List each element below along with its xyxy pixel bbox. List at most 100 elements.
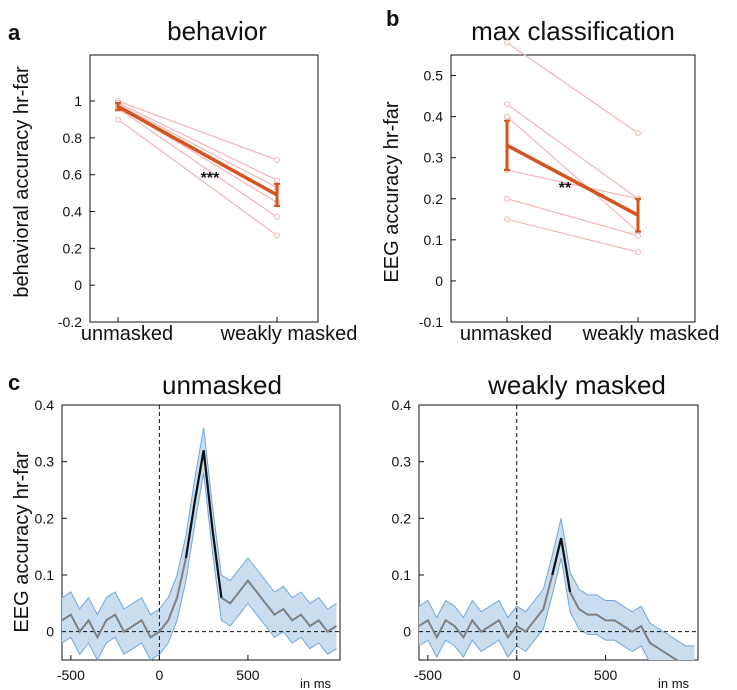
y-tick-label: 1 [74, 93, 82, 109]
plot-frame [418, 404, 699, 661]
subject-point [635, 249, 641, 256]
y-tick-label: -0.1 [419, 314, 443, 330]
subject-point [504, 113, 510, 120]
y-tick-label: 0.1 [424, 232, 444, 248]
mean-segment [117, 105, 278, 197]
subject-point [274, 214, 280, 221]
y-tick-label: 0.2 [35, 510, 55, 526]
subject-point [504, 101, 510, 108]
subject-segment [506, 218, 639, 253]
panel-c-weakly-masked-x-ticks: -500 0 500 [414, 655, 618, 683]
panel-a-behavior: a behavior behavioral accuracy hr-far -0… [8, 16, 357, 345]
subject-segment [506, 42, 639, 134]
subject-line [115, 99, 280, 184]
y-tick-label: 0.4 [424, 109, 444, 125]
panel-a-significance-label: *** [201, 170, 220, 187]
subject-line [115, 98, 280, 163]
clipped-plot [419, 405, 698, 660]
panel-c-unmasked-x-ticks: -500 0 500 [57, 655, 260, 683]
subject-point [504, 216, 510, 223]
x-tick-label: 500 [594, 667, 618, 683]
confidence-band [62, 427, 337, 660]
confidence-upper [62, 427, 337, 616]
panel-a-category-weakly-masked: weakly masked [220, 323, 358, 345]
x-tick-label: 500 [236, 667, 260, 683]
panel-a-category-unmasked: unmasked [81, 323, 173, 345]
panel-letter-b: b [386, 6, 399, 31]
panel-a-y-axis-label: behavioral accuracy hr-far [11, 66, 33, 298]
mean-segment [506, 143, 639, 217]
panel-b-category-unmasked: unmasked [460, 323, 552, 345]
y-tick-label: 0.2 [424, 191, 444, 207]
subject-line [115, 105, 280, 221]
subject-segment [117, 104, 278, 189]
panel-b-title: max classification [471, 16, 675, 46]
subject-point [115, 116, 121, 123]
significant-timecourse [184, 450, 223, 598]
subject-segment [117, 118, 278, 236]
x-tick-label: -500 [57, 667, 85, 683]
y-tick-label: -0.2 [58, 314, 82, 330]
y-tick-label: 0.1 [35, 567, 55, 583]
y-tick-label: 0.3 [35, 454, 55, 470]
subject-line [504, 195, 641, 239]
panel-b-y-ticks: -0.1 0 0.1 0.2 0.3 0.4 0.5 [419, 54, 696, 330]
subject-line [504, 39, 641, 137]
y-tick-label: 0 [403, 624, 411, 640]
y-tick-label: 0.3 [392, 454, 412, 470]
panel-a-y-ticks: -0.2 0 0.2 0.4 0.6 0.8 1 [58, 54, 319, 330]
x-tick-label: 0 [513, 667, 521, 683]
subject-line [115, 116, 280, 239]
y-tick-label: 0.4 [392, 397, 412, 413]
subject-point [274, 156, 280, 163]
panel-c-unmasked-y-ticks: 0 0.1 0.2 0.3 0.4 [35, 397, 341, 661]
panel-a-title: behavior [167, 16, 267, 46]
subject-segment [506, 169, 639, 200]
confidence-band [419, 518, 695, 660]
y-tick-label: 0 [74, 277, 82, 293]
clipped-plot [62, 405, 340, 660]
x-tick-label: 0 [155, 667, 163, 683]
y-tick-label: 0 [46, 624, 54, 640]
panel-c-unmasked-plot [62, 405, 340, 660]
subject-line [504, 167, 641, 202]
panel-c-unmasked-unit-label: in ms [300, 676, 332, 690]
y-tick-label: 0.8 [63, 130, 83, 146]
panel-a-mean-line [115, 101, 280, 207]
confidence-upper [419, 518, 695, 647]
y-tick-label: 0.6 [63, 167, 83, 183]
subject-segment [117, 102, 278, 181]
subject-point [635, 232, 641, 239]
panel-b-mean-line [504, 119, 641, 233]
subject-segment [117, 107, 278, 218]
plot-frame [61, 404, 341, 661]
subject-segment [117, 100, 278, 161]
x-tick-label: -500 [414, 667, 442, 683]
y-tick-label: 0.2 [63, 240, 83, 256]
y-tick-label: 0.2 [392, 510, 412, 526]
panel-c-unmasked: c unmasked EEG accuracy hr-far 0 0.1 0.2 0.… [8, 370, 341, 690]
subject-point [274, 177, 280, 184]
subject-point [504, 39, 510, 46]
subject-segment [506, 116, 639, 233]
panel-c-y-axis-label: EEG accuracy hr-far [11, 451, 33, 633]
subject-line [504, 216, 641, 256]
subject-point [635, 130, 641, 137]
y-tick-label: 0.3 [424, 150, 444, 166]
significant-timecourse [551, 537, 572, 593]
confidence-lower [419, 557, 650, 660]
y-tick-label: 0.1 [392, 567, 412, 583]
panel-letter-c: c [8, 370, 20, 395]
plot-frame [450, 54, 696, 323]
panel-c-weakly-masked-y-ticks: 0 0.1 0.2 0.3 0.4 [392, 397, 699, 661]
panel-b-subject-lines [504, 39, 641, 256]
subject-point [274, 232, 280, 239]
subject-segment [506, 198, 639, 237]
subject-segment [506, 103, 639, 200]
plot-frame [89, 54, 319, 323]
subject-line [504, 101, 641, 202]
confidence-lower [62, 472, 337, 660]
y-tick-label: 0.4 [35, 397, 55, 413]
panel-b-y-axis-label: EEG accuracy hr-far [381, 101, 403, 283]
